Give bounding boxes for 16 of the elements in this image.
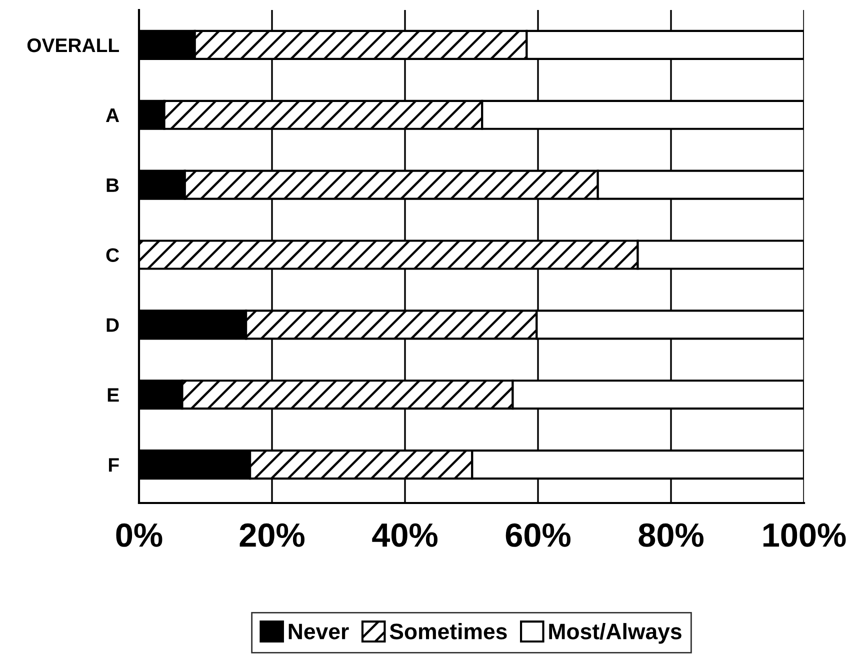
legend-label: Never: [288, 624, 349, 640]
x-tick-label: 20%: [240, 523, 304, 547]
y-tick-label: D: [106, 318, 119, 332]
legend-label: Sometimes: [390, 623, 507, 640]
x-tick-label: 100%: [763, 523, 846, 547]
y-tick-label: B: [106, 178, 119, 192]
x-tick-label: 0%: [116, 523, 162, 547]
legend-label: Most/Always: [549, 623, 682, 644]
y-tick-label: OVERALL: [27, 38, 119, 52]
y-tick-label: C: [106, 248, 120, 262]
y-tick-label: F: [108, 458, 119, 472]
x-tick-label: 40%: [372, 523, 438, 547]
x-tick-label: 80%: [638, 523, 704, 547]
y-tick-label: A: [106, 108, 120, 122]
y-tick-label: E: [108, 388, 119, 402]
x-tick-label: 60%: [506, 523, 570, 547]
